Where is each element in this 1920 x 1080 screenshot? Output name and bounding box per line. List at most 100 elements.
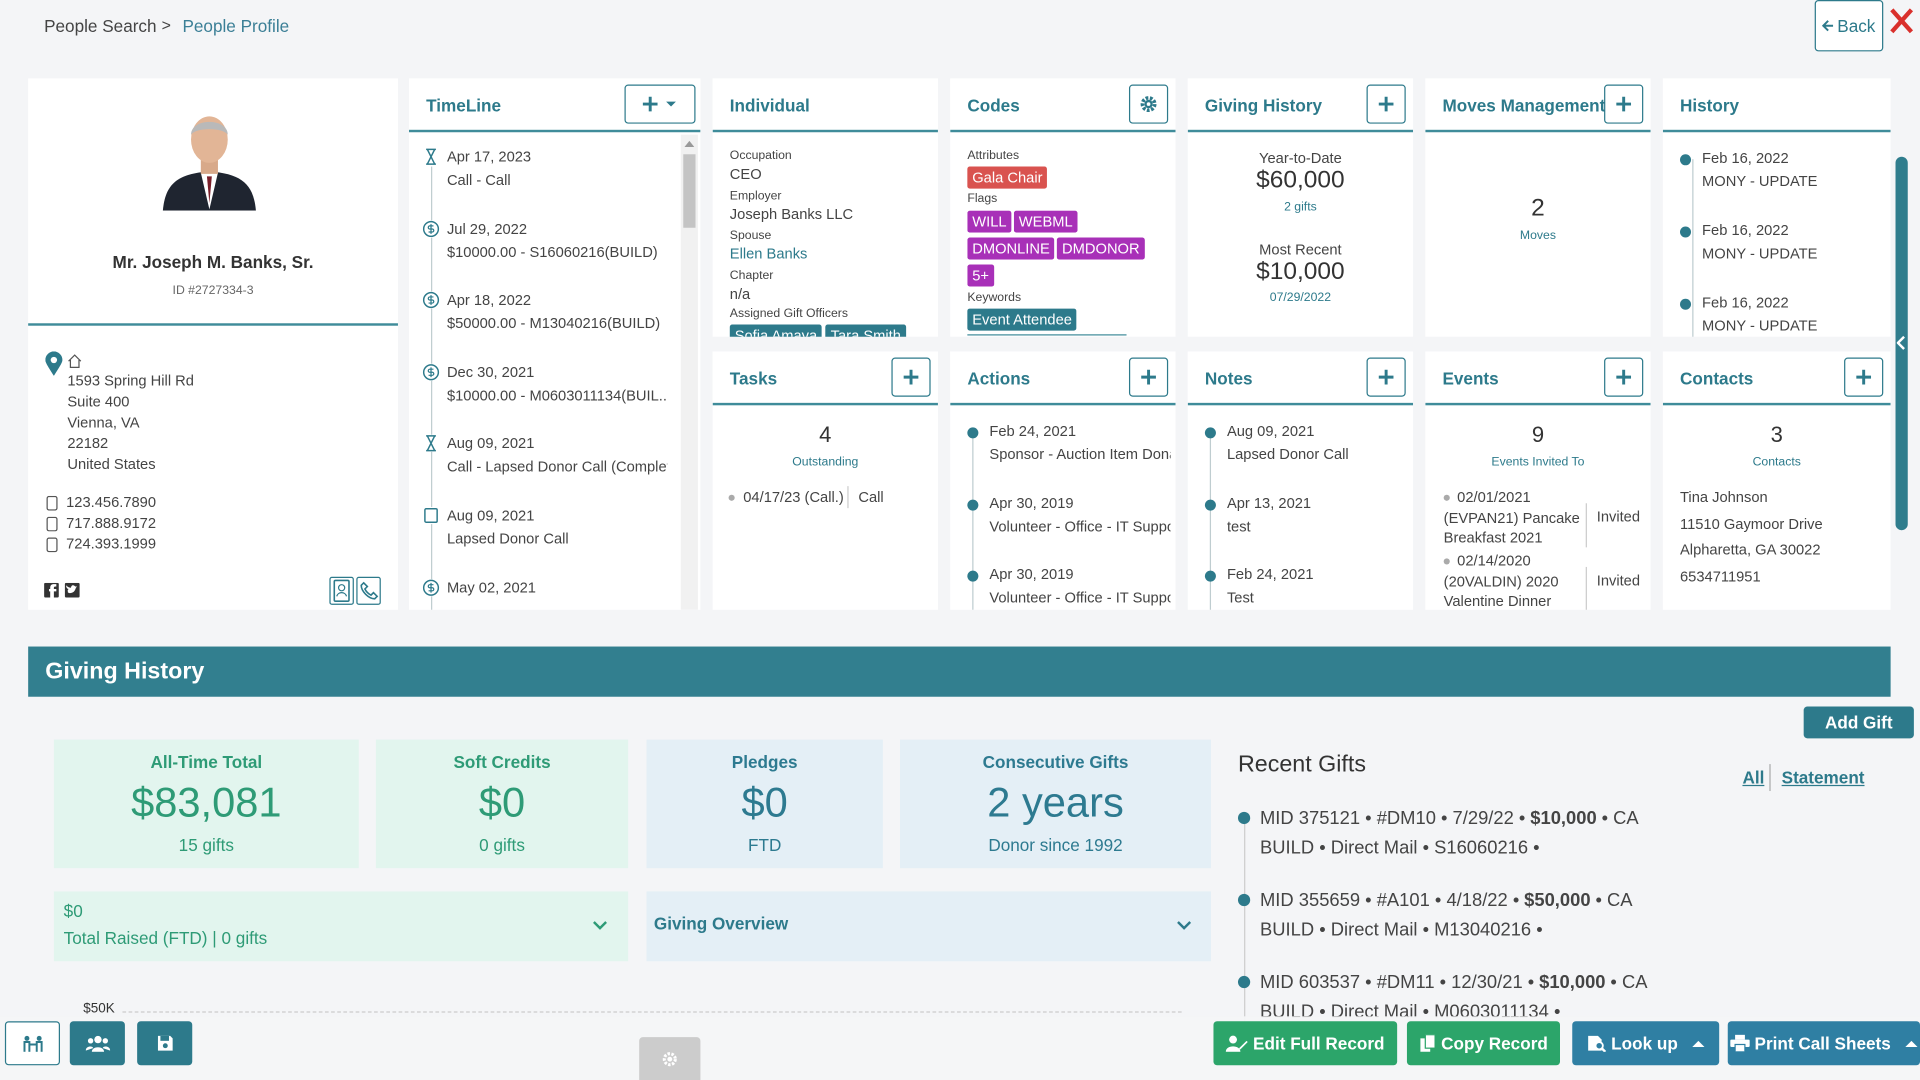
item-text: MONY - UPDATE: [1702, 244, 1818, 263]
settings-button[interactable]: [1128, 84, 1169, 124]
icon-part: [360, 581, 379, 600]
keyword-underline: [967, 334, 1127, 336]
card-title: Actions: [967, 368, 1031, 389]
item-date: Aug 09, 2021: [446, 435, 535, 453]
add-button[interactable]: [1604, 84, 1644, 124]
raised-dropdown[interactable]: $0 Total Raised (FTD) | 0 gifts: [53, 891, 629, 962]
task-bullet: [728, 494, 735, 501]
item-date: Feb 24, 2021: [989, 422, 1077, 440]
icon-part: [1896, 335, 1905, 350]
icon: [45, 495, 58, 511]
filter-statement[interactable]: Statement: [1781, 767, 1865, 788]
gift-amount: $50,000: [1524, 890, 1591, 912]
icon-part: [191, 121, 228, 135]
add-button[interactable]: [1604, 357, 1644, 397]
copy-button[interactable]: Copy Record: [1406, 1021, 1560, 1066]
card-header: Moves Management: [1425, 78, 1651, 133]
edit-button[interactable]: Edit Full Record: [1213, 1021, 1398, 1066]
gift-amount: $10,000: [1539, 972, 1606, 994]
contacts-card: Contacts 3 Contacts Tina Johnson 11510 Gaymo…: [1662, 351, 1891, 610]
icon-part: [1141, 369, 1156, 385]
icon-part: [45, 351, 63, 376]
actions-card: Actions Feb 24, 2021 Sponsor - Auction Ite…: [950, 351, 1176, 610]
icon-part: [1856, 369, 1872, 385]
add-gift-button[interactable]: Add Gift: [1803, 706, 1914, 739]
icon-part: [422, 579, 440, 596]
item-dot: [1680, 154, 1692, 166]
icon-part: [642, 96, 658, 112]
add-button[interactable]: [624, 84, 696, 124]
add-button[interactable]: [1366, 357, 1406, 397]
moves-card: Moves Management 2 Moves: [1425, 78, 1651, 337]
field-label: Assigned Gift Officers: [729, 307, 848, 321]
icon-part: [1587, 1035, 1606, 1052]
icon: [422, 292, 440, 309]
relationship-button[interactable]: [4, 1021, 60, 1066]
stat-value: $0: [741, 780, 788, 827]
add-button[interactable]: [1366, 84, 1406, 124]
save-button[interactable]: [137, 1021, 193, 1066]
item-text: $10000.00 - S16060216(BUILD): [446, 243, 658, 261]
icon-part: [1616, 369, 1632, 385]
lookup-button[interactable]: Look up: [1572, 1021, 1720, 1066]
icon: [45, 537, 58, 553]
card-header: Individual: [712, 78, 938, 133]
household-button[interactable]: [69, 1021, 125, 1066]
icon-part: [1141, 369, 1156, 385]
chart-gridline: [122, 1011, 1182, 1013]
card-header: Tasks: [712, 351, 938, 406]
back-button[interactable]: Back: [1814, 0, 1884, 52]
icon: [661, 1050, 678, 1067]
timeline-icon: [422, 148, 440, 166]
field-label: Occupation: [729, 149, 792, 163]
icon-part: [85, 1035, 110, 1052]
add-button[interactable]: [1844, 357, 1884, 397]
add-button[interactable]: [1128, 357, 1169, 397]
event-date: 02/01/2021: [1457, 488, 1531, 506]
ytd-amount: $60,000: [1256, 166, 1345, 194]
social: [44, 582, 83, 599]
event-bullet: [1443, 494, 1450, 501]
item-date: Dec 30, 2021: [446, 363, 535, 381]
gift-details: MID 355659 • #A101 • 4/18/22 •: [1260, 890, 1520, 912]
filter-all[interactable]: All: [1742, 767, 1765, 788]
events-label: Events Invited To: [1491, 455, 1585, 469]
contact-card-button[interactable]: [329, 576, 354, 605]
item-text: Volunteer - Office - IT Support: [989, 588, 1171, 607]
icon-part: [1692, 1040, 1705, 1047]
task-type: Call: [858, 488, 884, 506]
icon-part: [1600, 1047, 1606, 1052]
icon-part: [1229, 1035, 1238, 1044]
close-button[interactable]: [1889, 7, 1914, 34]
icon-part: [36, 1035, 42, 1041]
gift-dot: [1237, 811, 1251, 825]
icon-part: [45, 351, 63, 376]
icon-part: [1616, 96, 1632, 112]
stat-box: Consecutive Gifts 2 years Donor since 1992: [900, 739, 1212, 869]
flag-chip: DMDONOR: [1055, 236, 1146, 261]
button-label: Look up: [1611, 1033, 1678, 1054]
card-header: TimeLine: [408, 78, 701, 133]
icon-part: [337, 584, 346, 592]
phone-number: 724.393.1999: [66, 535, 157, 553]
flag-chip: DMONLINE: [966, 236, 1056, 261]
icon: [1226, 1035, 1249, 1052]
flag-chip: 5+: [966, 263, 996, 288]
call-button[interactable]: [356, 576, 381, 605]
item-text: Sponsor - Auction Item Donatic: [989, 445, 1170, 463]
item-date: Feb 16, 2022: [1702, 221, 1789, 239]
stat-box: All-Time Total $83,081 15 gifts: [53, 739, 359, 869]
add-button[interactable]: [891, 357, 931, 397]
icon-part: [426, 435, 436, 452]
button-label: Edit Full Record: [1253, 1033, 1385, 1054]
item-date: Apr 17, 2023: [446, 148, 532, 166]
icon-part: [333, 579, 350, 603]
giving-banner: Giving History: [28, 646, 1891, 697]
icon-part: [1424, 1034, 1436, 1049]
icon-part: [23, 1035, 29, 1041]
print-button[interactable]: Print Call Sheets: [1727, 1021, 1920, 1066]
settings-tab[interactable]: [639, 1037, 701, 1080]
item-date: Aug 09, 2021: [446, 506, 535, 525]
raised-value: $0: [63, 901, 83, 921]
overview-dropdown[interactable]: Giving Overview: [646, 891, 1212, 962]
